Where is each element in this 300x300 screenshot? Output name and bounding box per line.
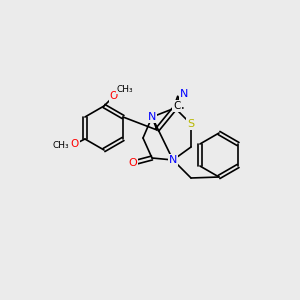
Text: O: O — [129, 158, 137, 168]
Text: S: S — [188, 119, 195, 129]
Text: CH₃: CH₃ — [52, 142, 69, 151]
Text: N: N — [180, 89, 188, 99]
Text: O: O — [71, 139, 79, 149]
Text: O: O — [110, 91, 118, 101]
Text: N: N — [169, 155, 177, 165]
Text: N: N — [148, 112, 156, 122]
Text: CH₃: CH₃ — [117, 85, 133, 94]
Text: C: C — [173, 101, 181, 111]
